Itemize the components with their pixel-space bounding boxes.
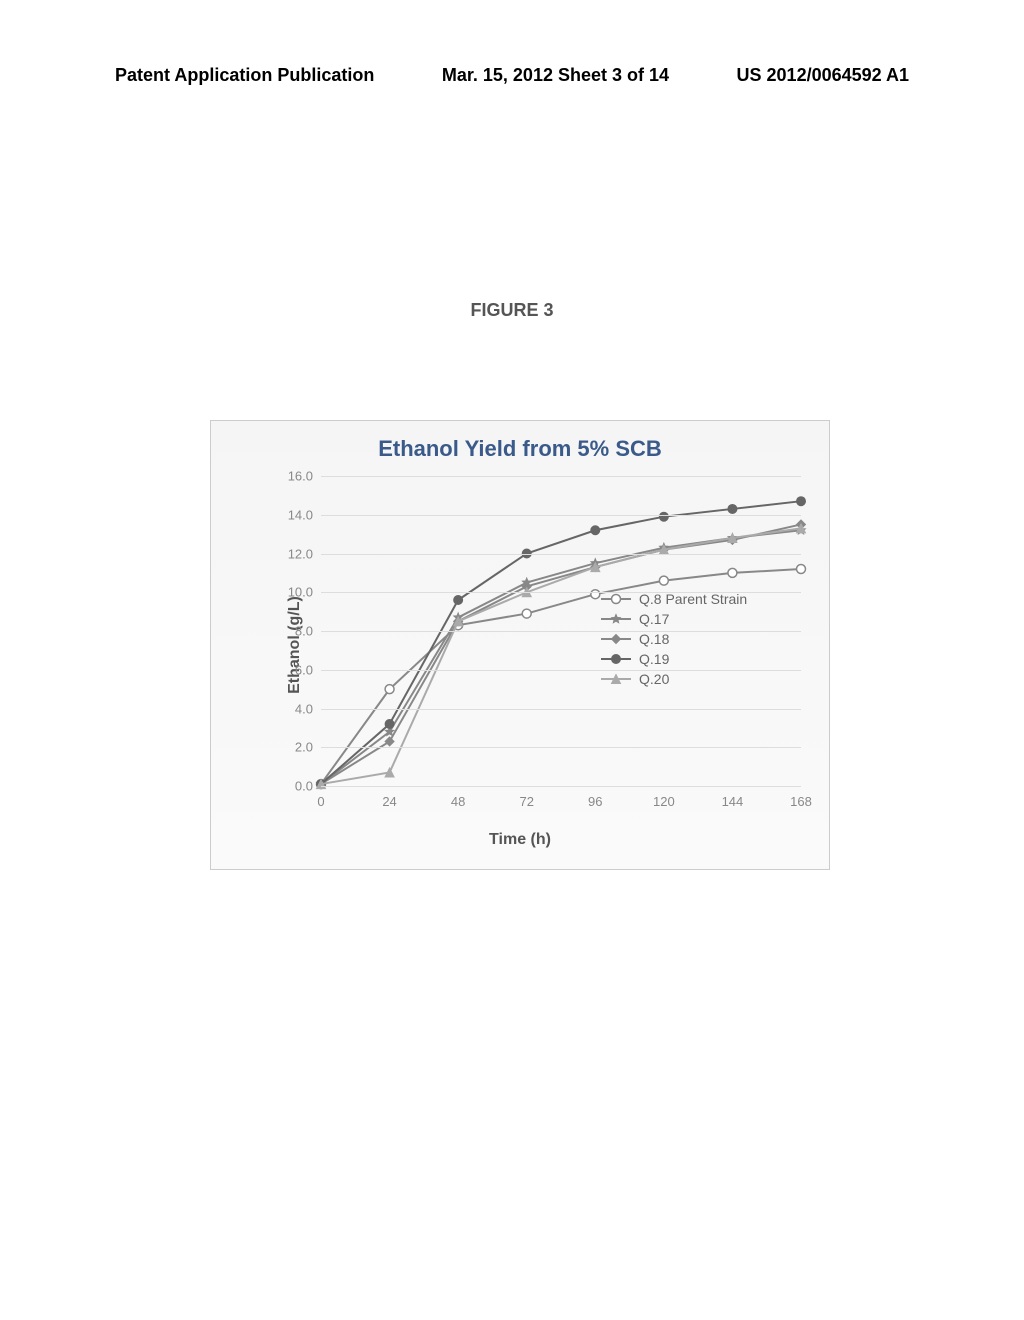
legend-marker-icon	[601, 592, 631, 606]
gridline	[321, 747, 801, 748]
header-right: US 2012/0064592 A1	[737, 65, 909, 86]
legend-marker-icon	[601, 632, 631, 646]
x-tick-label: 0	[317, 794, 324, 809]
x-tick-label: 48	[451, 794, 465, 809]
legend-marker-icon	[601, 612, 631, 626]
figure-label: FIGURE 3	[0, 300, 1024, 321]
y-tick-label: 16.0	[288, 469, 313, 484]
y-axis-label: Ethanol (g/L)	[286, 596, 304, 694]
y-tick-label: 8.0	[295, 624, 313, 639]
x-tick-label: 72	[519, 794, 533, 809]
x-axis-label: Time (h)	[211, 831, 829, 849]
y-tick-label: 14.0	[288, 507, 313, 522]
legend-marker-icon	[601, 672, 631, 686]
gridline	[321, 476, 801, 477]
x-tick-label: 168	[790, 794, 812, 809]
y-tick-label: 10.0	[288, 585, 313, 600]
x-tick-label: 24	[382, 794, 396, 809]
legend-label: Q.17	[639, 611, 669, 627]
gridline	[321, 709, 801, 710]
x-tick-label: 144	[722, 794, 744, 809]
legend-item: Q.19	[601, 651, 747, 667]
gridline	[321, 515, 801, 516]
y-tick-label: 12.0	[288, 546, 313, 561]
gridline	[321, 786, 801, 787]
legend-marker-icon	[601, 652, 631, 666]
header-left: Patent Application Publication	[115, 65, 374, 86]
page-header: Patent Application Publication Mar. 15, …	[0, 65, 1024, 86]
y-tick-label: 2.0	[295, 740, 313, 755]
legend-item: Q.17	[601, 611, 747, 627]
header-center: Mar. 15, 2012 Sheet 3 of 14	[442, 65, 669, 86]
x-tick-label: 120	[653, 794, 675, 809]
legend-item: Q.8 Parent Strain	[601, 591, 747, 607]
y-tick-label: 6.0	[295, 662, 313, 677]
legend-label: Q.18	[639, 631, 669, 647]
legend-label: Q.8 Parent Strain	[639, 591, 747, 607]
legend-label: Q.20	[639, 671, 669, 687]
chart-title: Ethanol Yield from 5% SCB	[211, 436, 829, 462]
y-tick-label: 0.0	[295, 779, 313, 794]
legend-label: Q.19	[639, 651, 669, 667]
legend-item: Q.18	[601, 631, 747, 647]
ethanol-chart: Ethanol Yield from 5% SCB Ethanol (g/L) …	[210, 420, 830, 870]
x-tick-label: 96	[588, 794, 602, 809]
legend: Q.8 Parent Strain Q.17 Q.18 Q.19 Q.20	[601, 591, 747, 691]
y-tick-label: 4.0	[295, 701, 313, 716]
legend-item: Q.20	[601, 671, 747, 687]
gridline	[321, 554, 801, 555]
